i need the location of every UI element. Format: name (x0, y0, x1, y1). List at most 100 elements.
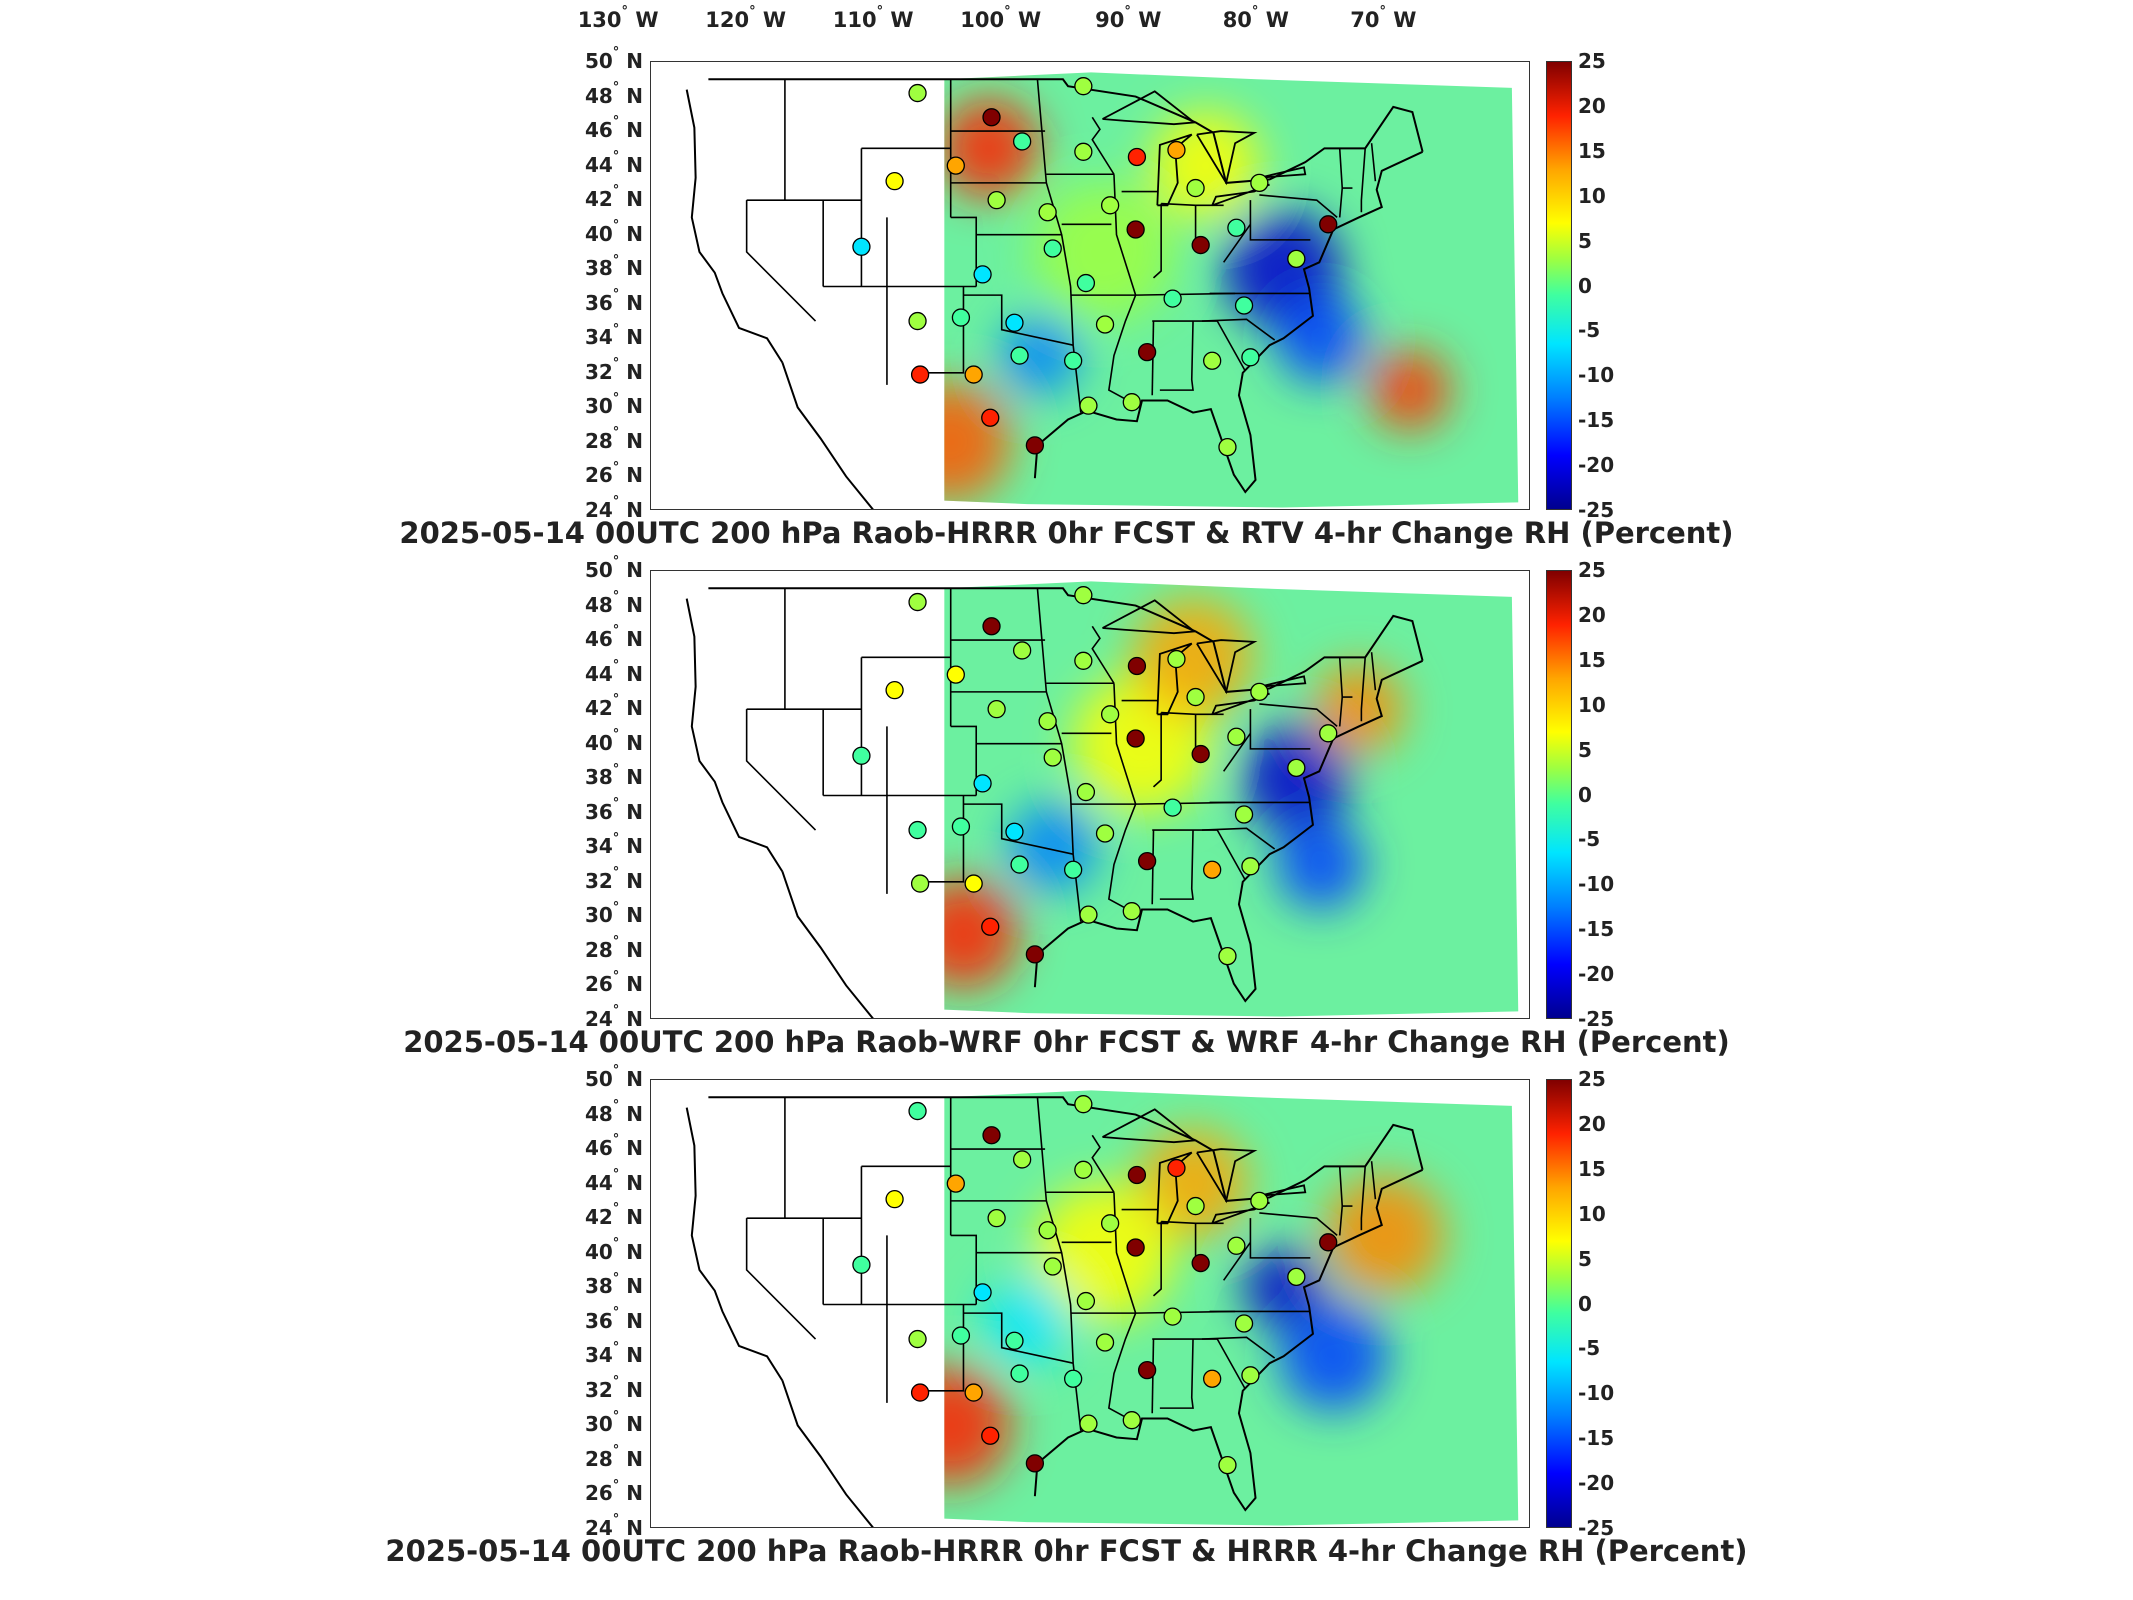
raob-station-marker (1234, 1314, 1254, 1333)
raob-station-marker (1043, 239, 1062, 258)
colorbar-tick-label: 0 (1578, 273, 1592, 298)
rh-change-field (944, 581, 1519, 1017)
latitude-label: 40° N (584, 1236, 643, 1264)
raob-station-marker (1167, 140, 1186, 160)
raob-station-marker (1025, 1454, 1045, 1473)
raob-station-marker (852, 746, 871, 765)
lake-outline (1196, 1148, 1258, 1204)
map-frame-rtv (650, 61, 1530, 510)
colorbar-tick-label: -5 (1578, 318, 1601, 343)
state-boundary (1107, 1192, 1137, 1423)
raob-station-marker (951, 1326, 971, 1345)
colorbar-tick-label: 5 (1578, 1246, 1592, 1271)
raob-station-marker (1043, 1257, 1062, 1276)
raob-station-marker (908, 83, 927, 103)
latitude-label: 26° N (584, 459, 643, 488)
state-boundary (1107, 174, 1137, 405)
raob-station-marker (1203, 351, 1222, 370)
raob-station-marker (1163, 1307, 1182, 1326)
state-boundary (1370, 143, 1377, 182)
coastline (685, 1107, 784, 1382)
colorbar (1546, 61, 1572, 510)
raob-station-marker (1127, 1165, 1147, 1185)
state-boundary (1091, 625, 1115, 684)
rh-field-patch (1369, 350, 1450, 431)
latitude-label: 30° N (584, 899, 643, 928)
raob-station-marker (981, 917, 1000, 936)
raob-station-marker (910, 874, 930, 893)
longitude-label: 130° W (577, 4, 659, 32)
colorbar-tick-label: -20 (1578, 962, 1615, 987)
state-boundary (1249, 200, 1311, 241)
latitude-label: 32° N (584, 356, 643, 384)
colorbar-tick-label: 10 (1578, 1201, 1606, 1226)
latitude-label: 30° N (584, 1408, 643, 1437)
colorbar-tick-label: -10 (1578, 872, 1615, 897)
rh-field-patch (1242, 1247, 1323, 1328)
raob-station-marker (946, 156, 965, 175)
raob-station-marker (1127, 656, 1147, 676)
rh-field-patch (944, 381, 1011, 502)
colorbar-tick-label: 0 (1578, 782, 1592, 807)
raob-station-marker (1100, 705, 1120, 724)
latitude-label: 26° N (584, 1477, 643, 1506)
latitude-label: 24° N (584, 494, 643, 522)
state-boundary (1370, 1161, 1377, 1200)
raob-station-marker (973, 265, 992, 284)
colorbar-tick-label: 5 (1578, 228, 1592, 253)
latitude-label: 32° N (584, 865, 643, 893)
raob-station-marker (1218, 946, 1237, 966)
longitude-label: 90° W (1095, 4, 1162, 32)
colorbar-tick-label: -10 (1578, 1381, 1615, 1406)
state-boundary (1259, 1212, 1338, 1237)
colorbar-tick-label: 10 (1578, 183, 1606, 208)
lake-outline (1211, 692, 1270, 716)
latitude-label: 40° N (584, 727, 643, 755)
lake-outline (1211, 1201, 1270, 1225)
raob-station-marker (1076, 1291, 1096, 1311)
coastline (685, 598, 784, 873)
raob-station-marker (1122, 902, 1141, 921)
latitude-label: 28° N (584, 425, 643, 453)
raob-station-marker (1076, 273, 1096, 293)
raob-station-marker (1203, 1369, 1222, 1388)
raob-station-marker (1079, 1414, 1098, 1433)
raob-station-marker (1319, 215, 1338, 234)
latitude-label: 42° N (584, 692, 643, 721)
raob-station-marker (1074, 142, 1093, 161)
colorbar-tick-label: 20 (1578, 93, 1606, 118)
rh-field-patch (1138, 1128, 1249, 1239)
raob-station-marker (1005, 822, 1024, 841)
rh-field-patch (982, 1276, 1073, 1367)
state-boundary (1370, 652, 1377, 691)
raob-station-marker (1241, 348, 1260, 367)
longitude-axis: 130° W 120° W 110° W 100° W 90° W 80° W 70° W (0, 0, 2133, 60)
colorbar (1546, 1079, 1572, 1528)
colorbar-tick-label: -5 (1578, 827, 1601, 852)
raob-station-marker (1005, 1331, 1024, 1350)
latitude-label: 36° N (584, 1305, 643, 1333)
raob-station-marker (1203, 860, 1222, 879)
raob-station-marker (1038, 1221, 1057, 1240)
colorbar-tick-label: -5 (1578, 1336, 1601, 1361)
raob-station-marker (987, 700, 1006, 719)
raob-station-marker (1079, 396, 1098, 415)
raob-station-marker (1063, 351, 1083, 370)
raob-station-marker (885, 681, 904, 700)
colorbar-tick-label: 20 (1578, 1111, 1606, 1136)
raob-station-marker (1319, 724, 1338, 743)
colorbar-tick-label: 0 (1578, 1291, 1592, 1316)
raob-station-marker (1287, 1267, 1306, 1287)
state-boundary (950, 725, 978, 796)
coastline (1033, 659, 1424, 1003)
latitude-label: 48° N (584, 79, 643, 108)
latitude-label: 38° N (584, 252, 643, 281)
raob-station-marker (1127, 147, 1147, 167)
colorbar-tick-label: -20 (1578, 1471, 1615, 1496)
colorbar-tick-label: -20 (1578, 453, 1615, 478)
latitude-label: 28° N (584, 934, 643, 962)
raob-station-marker (1126, 220, 1145, 239)
raob-station-marker (1038, 203, 1057, 222)
raob-station-marker (1137, 851, 1157, 871)
map-frame-hrrr (650, 1079, 1530, 1528)
